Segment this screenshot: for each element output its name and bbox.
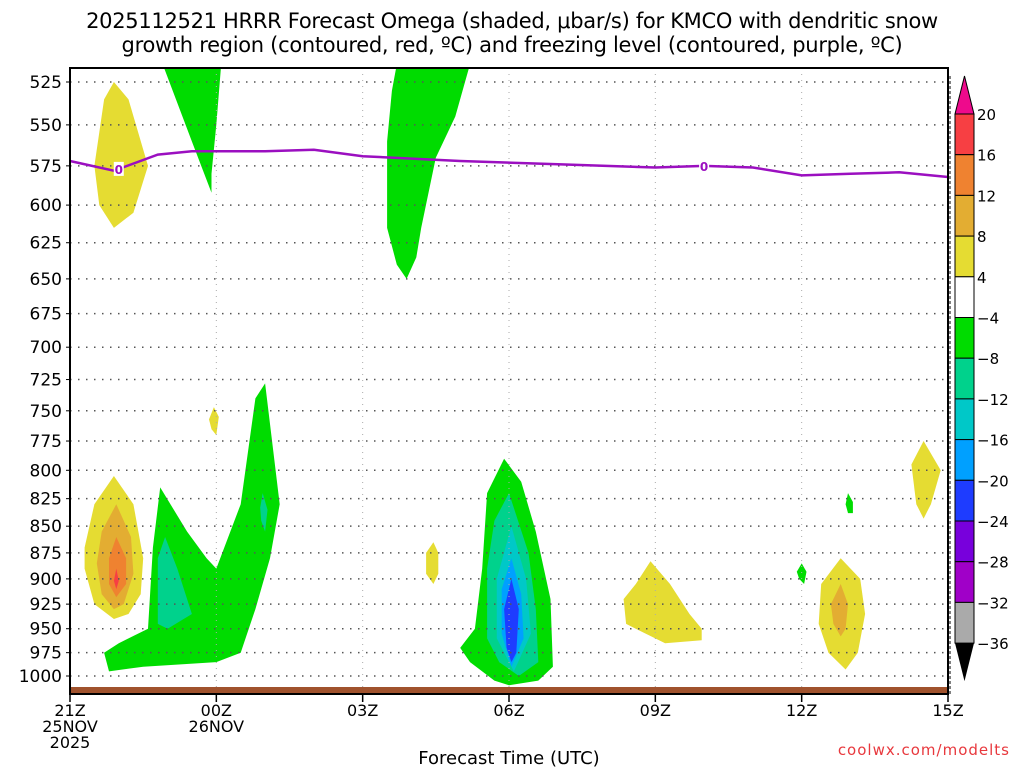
y-tick-label: 775 xyxy=(30,432,62,452)
colorbar-swatch xyxy=(954,276,975,318)
freezing-level-contour xyxy=(69,148,949,179)
freezing-level-label: 0 xyxy=(115,163,123,177)
chart-title-line-1: 2025112521 HRRR Forecast Omega (shaded, … xyxy=(86,9,938,33)
omega-region-16 xyxy=(504,578,519,663)
colorbar-label: −12 xyxy=(977,391,1009,409)
colorbar-label: 20 xyxy=(977,106,996,124)
x-tick-label: 09Z xyxy=(640,701,671,720)
y-tick-label: 825 xyxy=(30,490,62,510)
omega-region-6 xyxy=(109,537,127,598)
colorbar-swatch xyxy=(954,113,975,156)
y-tick-label: 625 xyxy=(30,234,62,254)
omega-region-11 xyxy=(426,542,439,584)
colorbar-label: 4 xyxy=(977,269,987,287)
colorbar-label: −16 xyxy=(977,432,1009,450)
colorbar-label: −36 xyxy=(977,635,1009,653)
freezing-label-bg xyxy=(113,161,124,176)
y-tick-label: 1000 xyxy=(19,667,62,687)
y-axis-pressure: 525 550 575 600 625 650 675 700 725 750 775 800 825 8… xyxy=(19,73,70,687)
y-tick-label: 525 xyxy=(30,73,62,93)
y-tick-label: 725 xyxy=(30,371,62,391)
y-tick-label: 800 xyxy=(30,461,62,481)
colorbar-label: −8 xyxy=(977,350,999,368)
omega-region-20 xyxy=(911,441,941,519)
colorbar-swatch xyxy=(954,520,975,563)
colorbar-swatch xyxy=(954,154,975,196)
y-tick-label: 850 xyxy=(30,517,62,537)
omega-region-9 xyxy=(157,537,192,629)
y-tick-label: 900 xyxy=(30,570,62,590)
colorbar-swatch xyxy=(954,561,975,603)
colorbar-label: −4 xyxy=(977,310,999,328)
colorbar-swatch xyxy=(954,439,975,481)
x-tick-label: 21Z xyxy=(54,701,85,720)
x-tick-label: 26NOV xyxy=(189,717,245,736)
y-tick-label: 675 xyxy=(30,305,62,325)
x-tick-label: 03Z xyxy=(347,701,378,720)
omega-region-17 xyxy=(623,561,702,644)
x-axis-title: Forecast Time (UTC) xyxy=(418,748,599,768)
colorbar-swatch xyxy=(954,317,975,359)
x-tick-label: 06Z xyxy=(493,701,524,720)
omega-region-8 xyxy=(104,383,280,672)
y-tick-label: 550 xyxy=(30,116,62,136)
y-tick-label: 600 xyxy=(30,196,62,216)
credit-text: coolwx.com/modelts xyxy=(838,741,1010,759)
y-tick-label: 650 xyxy=(30,270,62,290)
colorbar-legend: 20 16 12 8 4 −4 −8 −12 −16 −20 −24 −28 −32 −36 xyxy=(949,75,1009,694)
colorbar-top-arrow xyxy=(954,75,975,115)
colorbar-swatch xyxy=(954,479,975,522)
y-tick-label: 750 xyxy=(30,402,62,422)
chart-title-line-2: growth region (contoured, red, ºC) and f… xyxy=(121,33,903,57)
omega-region-10 xyxy=(260,493,268,532)
x-tick-label: 00Z xyxy=(201,701,232,720)
omega-region-22 xyxy=(830,584,848,637)
colorbar-label: 8 xyxy=(977,228,987,246)
colorbar-swatch xyxy=(954,235,975,278)
colorbar-label: −28 xyxy=(977,554,1009,572)
x-tick-label: 2025 xyxy=(50,733,91,752)
omega-region-3 xyxy=(209,407,219,436)
omega-region-19 xyxy=(845,493,853,514)
colorbar-swatch xyxy=(954,601,975,644)
x-tick-label: 25NOV xyxy=(42,717,98,736)
omega-region-0 xyxy=(94,82,148,228)
surface-terrain-band xyxy=(70,687,948,694)
colorbar-label: −24 xyxy=(977,513,1009,531)
colorbar-swatch xyxy=(954,398,975,441)
x-tick-label: 15Z xyxy=(932,701,963,720)
grid-lines xyxy=(70,68,948,694)
omega-region-2 xyxy=(387,68,469,279)
y-tick-label: 950 xyxy=(30,620,62,640)
colorbar-bottom-arrow xyxy=(955,643,974,682)
omega-region-1 xyxy=(164,68,221,193)
x-tick-label: 12Z xyxy=(786,701,817,720)
colorbar-label: 12 xyxy=(977,187,996,205)
colorbar-label: 16 xyxy=(977,147,996,165)
y-tick-label: 925 xyxy=(30,595,62,615)
colorbar-swatch xyxy=(954,357,975,400)
omega-shaded-regions xyxy=(84,68,941,686)
colorbar-label: −32 xyxy=(977,594,1009,612)
freezing-level-label: 0 xyxy=(700,160,708,174)
colorbar-swatch xyxy=(954,194,975,237)
colorbar-label: −20 xyxy=(977,472,1009,490)
omega-region-7 xyxy=(113,568,119,590)
freezing-label-bg xyxy=(699,158,710,173)
y-tick-label: 575 xyxy=(30,157,62,177)
y-tick-label: 975 xyxy=(30,644,62,664)
y-tick-label: 875 xyxy=(30,544,62,564)
y-tick-label: 700 xyxy=(30,338,62,358)
